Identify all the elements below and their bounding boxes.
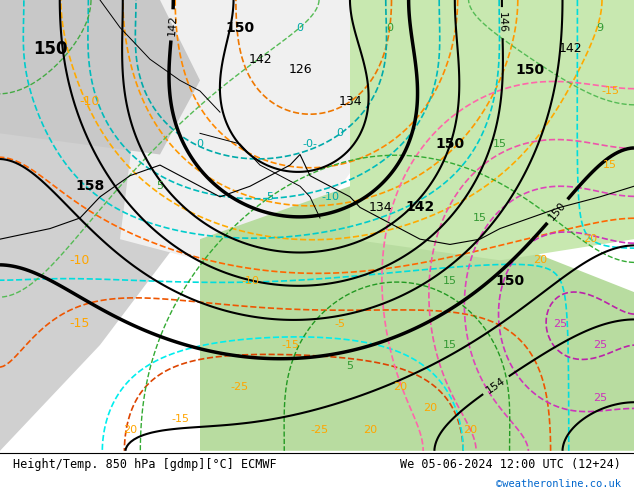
Text: 150: 150 [495,274,524,289]
Text: 0: 0 [297,23,304,32]
Polygon shape [0,0,200,154]
Text: 15: 15 [603,160,617,170]
Polygon shape [200,186,634,451]
Text: 142: 142 [167,14,178,36]
Text: 0: 0 [337,128,344,138]
Text: -15: -15 [601,86,619,96]
Text: 20: 20 [423,403,437,414]
Text: 15: 15 [493,139,507,149]
Text: 150: 150 [226,21,255,34]
Text: 5: 5 [157,181,164,191]
Text: 15: 15 [443,276,457,287]
Text: -15: -15 [281,340,299,350]
Text: 150: 150 [515,63,545,77]
Text: 20: 20 [533,255,547,265]
Text: ©weatheronline.co.uk: ©weatheronline.co.uk [496,479,621,489]
Text: -10: -10 [80,95,100,108]
Text: 15: 15 [443,340,457,350]
Text: 146: 146 [497,12,507,33]
Text: We 05-06-2024 12:00 UTC (12+24): We 05-06-2024 12:00 UTC (12+24) [401,458,621,471]
Text: -10: -10 [241,276,259,287]
Text: 150: 150 [547,200,568,222]
Polygon shape [350,0,634,260]
Text: -15: -15 [70,318,90,330]
Text: 15: 15 [473,213,487,223]
Text: -25: -25 [231,382,249,392]
Text: 134: 134 [368,201,392,214]
Text: 9: 9 [597,23,604,32]
Text: 158: 158 [75,179,105,193]
Text: 150: 150 [436,137,465,151]
Text: 5: 5 [347,361,354,371]
Text: 20: 20 [583,234,597,244]
Text: 25: 25 [553,319,567,329]
Text: 154: 154 [484,375,507,395]
Polygon shape [120,0,380,260]
Text: 142: 142 [248,53,272,66]
Text: -10: -10 [70,254,90,267]
Text: -25: -25 [311,425,329,435]
Text: 25: 25 [593,393,607,403]
Text: -10: -10 [321,192,339,202]
Text: -5: -5 [335,319,346,329]
Text: 0: 0 [387,23,394,32]
Text: 20: 20 [463,425,477,435]
Text: -15: -15 [171,414,189,424]
Text: 0: 0 [197,139,204,149]
Text: 142: 142 [405,200,435,215]
Text: 126: 126 [288,63,312,76]
Text: 5: 5 [266,192,273,202]
Text: 150: 150 [33,40,67,58]
Text: -0-: -0- [302,139,318,149]
Text: 25: 25 [593,340,607,350]
Polygon shape [0,0,200,451]
Text: 20: 20 [363,425,377,435]
Text: 134: 134 [338,95,362,108]
Text: 20: 20 [393,382,407,392]
Text: Height/Temp. 850 hPa [gdmp][°C] ECMWF: Height/Temp. 850 hPa [gdmp][°C] ECMWF [13,458,276,471]
Text: 142: 142 [558,42,582,55]
Text: 20: 20 [123,425,137,435]
